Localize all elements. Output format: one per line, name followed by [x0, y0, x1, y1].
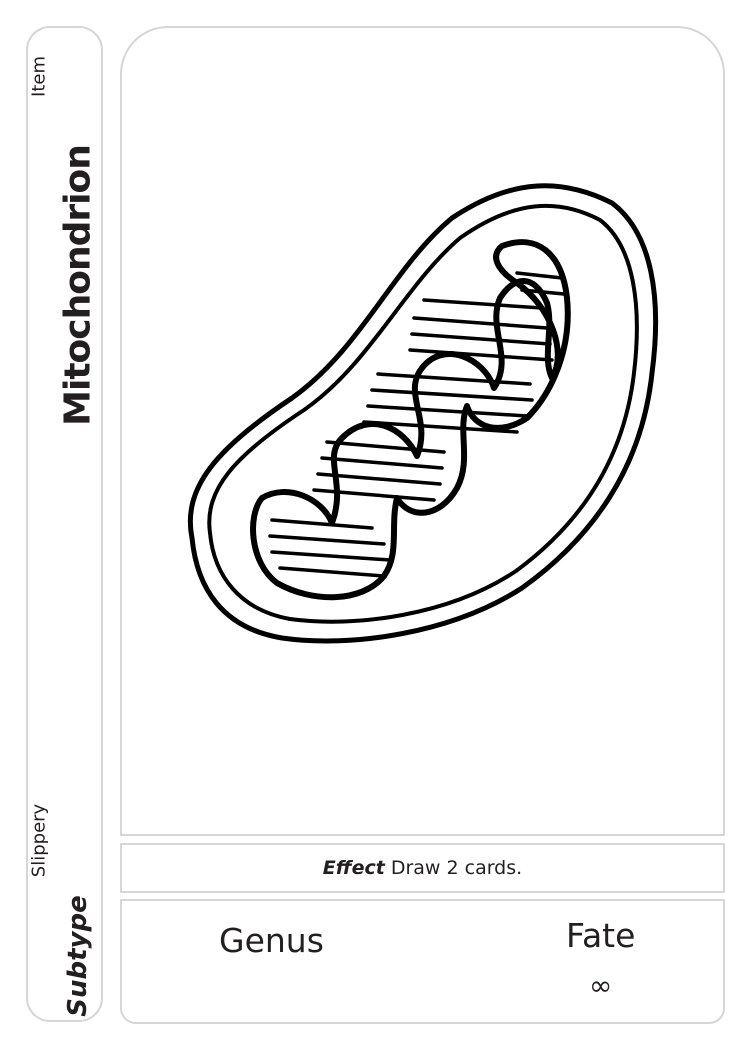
stats-box: Genus Fate ∞: [120, 899, 725, 1024]
inner-membrane: [250, 239, 571, 601]
card-sidebar: Mitochondrion Item Subtype Slippery: [26, 26, 103, 1022]
subtype-label: Subtype: [62, 895, 93, 1017]
mitochondrion-illustration: [187, 183, 659, 644]
effect-box: Effect Draw 2 cards.: [120, 843, 725, 893]
card-type: Item: [28, 56, 49, 97]
genus-label: Genus: [219, 921, 324, 960]
subtype-value: Slippery: [28, 803, 49, 878]
card-title: Mitochondrion: [57, 145, 98, 426]
art-panel: [120, 26, 725, 836]
effect-label: Effect: [322, 857, 385, 879]
fate-label: Fate: [566, 916, 636, 955]
outer-membrane-inner: [207, 203, 639, 624]
outer-membrane: [187, 183, 659, 644]
fate-value: ∞: [589, 969, 613, 1002]
cristae-hatching: [268, 271, 566, 578]
effect-text: Draw 2 cards.: [390, 857, 523, 879]
